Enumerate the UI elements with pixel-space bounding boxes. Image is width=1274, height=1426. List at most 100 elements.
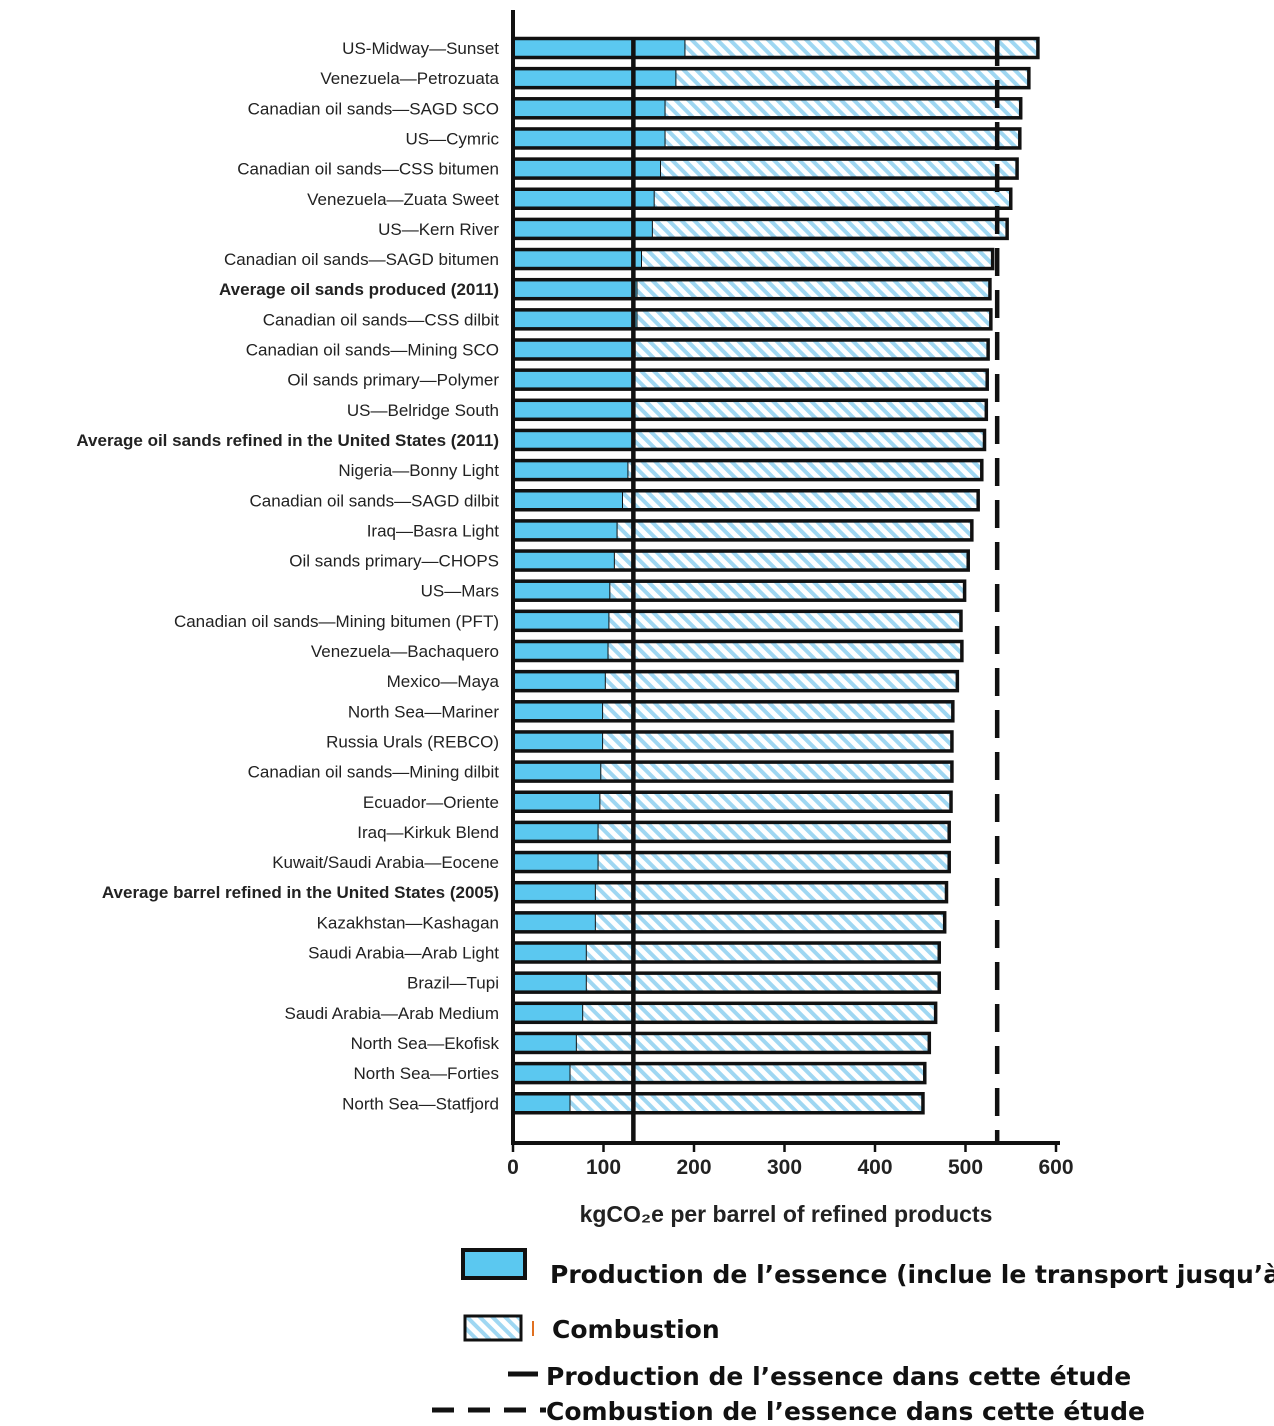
reference-lines	[631, 38, 1000, 1143]
bar-production	[513, 38, 685, 58]
bar-production	[513, 641, 609, 661]
bar-combustion	[595, 882, 947, 902]
category-label: US—Cymric	[406, 129, 500, 148]
bar-production	[513, 68, 676, 88]
category-label: Ecuador—Oriente	[363, 793, 499, 812]
bar-production	[513, 943, 587, 962]
x-tick-label: 0	[507, 1156, 519, 1179]
bar-combustion	[586, 973, 940, 993]
category-label: North Sea—Ekofisk	[351, 1034, 500, 1053]
bar-combustion	[654, 189, 1011, 209]
category-label: Oil sands primary—CHOPS	[289, 552, 499, 571]
bar-combustion	[675, 68, 1029, 88]
bar-combustion	[665, 128, 1020, 148]
category-label: Average oil sands produced (2011)	[219, 280, 499, 299]
bar-combustion	[570, 1063, 925, 1083]
bar-combustion	[582, 1003, 936, 1023]
category-label: Canadian oil sands—SAGD bitumen	[224, 250, 499, 269]
bar-production	[513, 430, 634, 450]
bar-production	[513, 400, 634, 420]
bar-production	[513, 1063, 571, 1083]
x-ticks: 0 100 200 300 400 500 600	[507, 1143, 1074, 1179]
bar-production	[513, 159, 661, 179]
bar-production	[513, 219, 653, 239]
bar-production	[513, 279, 637, 299]
bar-production	[513, 792, 600, 812]
category-label: North Sea—Statfjord	[342, 1094, 499, 1113]
bar-production	[513, 490, 623, 510]
bar-production	[513, 128, 666, 148]
bar-production	[513, 762, 601, 782]
legend-swatch-combustion	[463, 1314, 523, 1342]
bar-combustion	[636, 309, 991, 329]
x-tick-label: 400	[857, 1156, 892, 1179]
bar-production	[513, 460, 628, 480]
bar-combustion	[636, 279, 990, 299]
bar-combustion	[586, 943, 940, 962]
bar-production	[513, 973, 587, 993]
x-axis-label: kgCO₂e per barrel of refined products	[580, 1201, 993, 1227]
category-label: Saudi Arabia—Arab Medium	[284, 1004, 499, 1023]
category-label: US—Mars	[421, 582, 499, 601]
bar-combustion	[614, 551, 969, 571]
bar-combustion	[665, 98, 1021, 118]
category-label: US—Kern River	[378, 220, 499, 239]
bar-combustion	[652, 219, 1008, 239]
category-label: Mexico—Maya	[387, 672, 500, 691]
bar-production	[513, 581, 610, 601]
bar-combustion	[633, 400, 987, 420]
bar-production	[513, 671, 606, 691]
legend-swatch-production	[461, 1248, 527, 1280]
category-label: Kuwait/Saudi Arabia—Eocene	[272, 853, 499, 872]
bar-production	[513, 822, 599, 842]
bar-production	[513, 189, 655, 209]
bar-combustion	[598, 852, 950, 872]
bar-combustion	[634, 370, 988, 390]
x-tick-label: 500	[948, 1156, 983, 1179]
bar-combustion	[595, 912, 945, 932]
x-tick-label: 200	[676, 1156, 711, 1179]
category-label: North Sea—Forties	[354, 1064, 500, 1083]
bar-production	[513, 309, 637, 329]
category-label: Canadian oil sands—Mining dilbit	[248, 763, 500, 782]
bar-production	[513, 1033, 577, 1053]
bars-layer	[511, 36, 1040, 1115]
bar-combustion	[617, 520, 972, 540]
bar-combustion	[633, 430, 985, 450]
bar-combustion	[608, 641, 962, 661]
category-label: Iraq—Kirkuk Blend	[357, 823, 499, 842]
category-label: Venezuela—Bachaquero	[311, 642, 499, 661]
bar-combustion	[684, 38, 1038, 58]
bar-production	[513, 98, 666, 118]
bar-combustion	[641, 249, 993, 269]
bar-combustion	[576, 1033, 930, 1053]
category-label: Canadian oil sands—Mining bitumen (PFT)	[174, 612, 499, 631]
category-label: Brazil—Tupi	[407, 974, 499, 993]
bar-production	[513, 852, 599, 872]
bar-combustion	[660, 159, 1018, 179]
bar-production	[513, 520, 618, 540]
legend-label-combustion: Combustion	[552, 1315, 720, 1344]
x-tick-label: 600	[1038, 1156, 1073, 1179]
bar-production	[513, 370, 635, 390]
category-label: Canadian oil sands—Mining SCO	[246, 341, 499, 360]
category-label: Venezuela—Petrozuata	[320, 69, 499, 88]
category-label: Kazakhstan—Kashagan	[317, 913, 499, 932]
bar-production	[513, 611, 609, 631]
category-label: Canadian oil sands—SAGD dilbit	[250, 491, 500, 510]
bar-combustion	[609, 581, 965, 601]
category-label: Average barrel refined in the United Sta…	[102, 883, 499, 902]
bar-combustion	[602, 701, 953, 721]
bar-production	[513, 551, 615, 571]
legend: Production de l’essence (inclue le trans…	[432, 1248, 1274, 1426]
bar-combustion	[600, 762, 952, 782]
bar-combustion	[622, 490, 979, 510]
category-label: Canadian oil sands—CSS dilbit	[263, 310, 500, 329]
category-label: North Sea—Mariner	[348, 702, 500, 721]
category-label: Saudi Arabia—Arab Light	[308, 944, 499, 963]
bar-production	[513, 731, 603, 751]
bar-production	[513, 1093, 571, 1113]
bar-combustion	[605, 671, 958, 691]
category-label: Russia Urals (REBCO)	[326, 732, 499, 751]
x-tick-label: 100	[586, 1156, 621, 1179]
